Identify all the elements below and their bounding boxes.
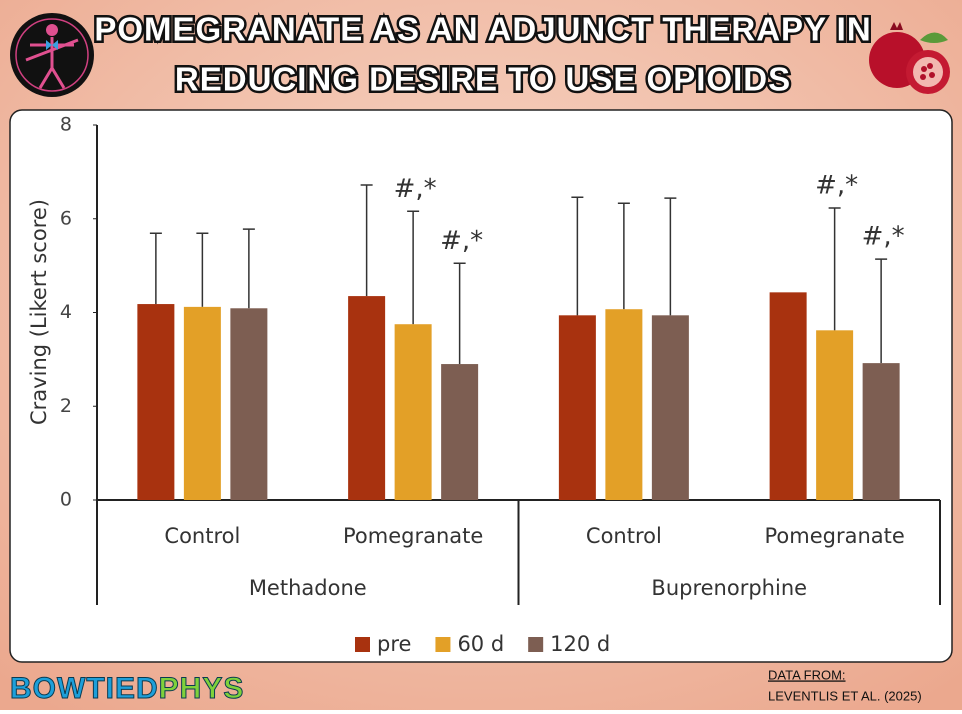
title-line: REDUCING DESIRE TO USE OPIOIDS	[175, 61, 791, 98]
x-tick-label: Control	[586, 524, 662, 548]
y-tick-label: 0	[60, 489, 72, 511]
y-tick-label: 8	[60, 114, 72, 136]
chart-panel	[9, 109, 953, 663]
error-bar	[407, 210, 420, 325]
bar	[441, 364, 479, 500]
x-tick-label: Pomegranate	[343, 524, 483, 548]
bar	[558, 315, 596, 500]
bar	[651, 315, 689, 500]
error-bar	[360, 184, 373, 297]
group-label: Methadone	[249, 576, 367, 600]
chart: 0 2 4 6 8 Craving (Likert score) Control Pomegr…	[27, 114, 941, 656]
legend-swatch	[355, 637, 370, 652]
annotation: #,*	[862, 222, 905, 252]
error-bar	[828, 207, 841, 331]
bar	[183, 306, 221, 500]
brand: BOWTIEDPHYS	[10, 672, 244, 705]
legend-swatch	[435, 637, 451, 652]
title-line: POMEGRANATE AS AN ADJUNCT THERAPY IN	[94, 11, 871, 48]
y-tick-label: 6	[60, 207, 72, 229]
error-bar	[571, 196, 584, 316]
x-tick-label: Pomegranate	[764, 524, 904, 548]
legend-label: 120 d	[550, 632, 610, 656]
bar	[348, 296, 386, 500]
bar	[394, 324, 432, 500]
y-tick-label: 2	[60, 395, 72, 417]
annotation: #,*	[394, 174, 437, 204]
bar	[862, 363, 900, 500]
error-bar	[664, 197, 677, 316]
annotation: #,*	[440, 226, 483, 256]
error-bar	[196, 232, 209, 307]
source-label: DATA FROM:	[768, 667, 846, 682]
error-bar	[875, 258, 888, 364]
error-bar	[453, 262, 466, 365]
bar	[816, 330, 854, 500]
pomegranate-icon	[869, 22, 950, 94]
x-tick-label: Control	[164, 524, 240, 548]
error-bar	[149, 232, 162, 305]
logo-icon	[10, 13, 94, 97]
error-bar	[242, 228, 255, 309]
bar	[769, 292, 807, 500]
bar	[230, 308, 268, 500]
bar	[137, 304, 175, 500]
annotation: #,*	[815, 170, 858, 200]
group-label: Buprenorphine	[651, 576, 807, 600]
legend-label: pre	[377, 632, 411, 656]
y-axis-label: Craving (Likert score)	[27, 199, 51, 425]
error-bar	[617, 202, 630, 310]
y-tick-label: 4	[60, 301, 72, 323]
legend-label: 60 d	[457, 632, 504, 656]
source-citation: LEVENTLIS ET AL. (2025)	[768, 688, 922, 703]
bar	[605, 309, 643, 500]
legend-swatch	[528, 637, 544, 652]
